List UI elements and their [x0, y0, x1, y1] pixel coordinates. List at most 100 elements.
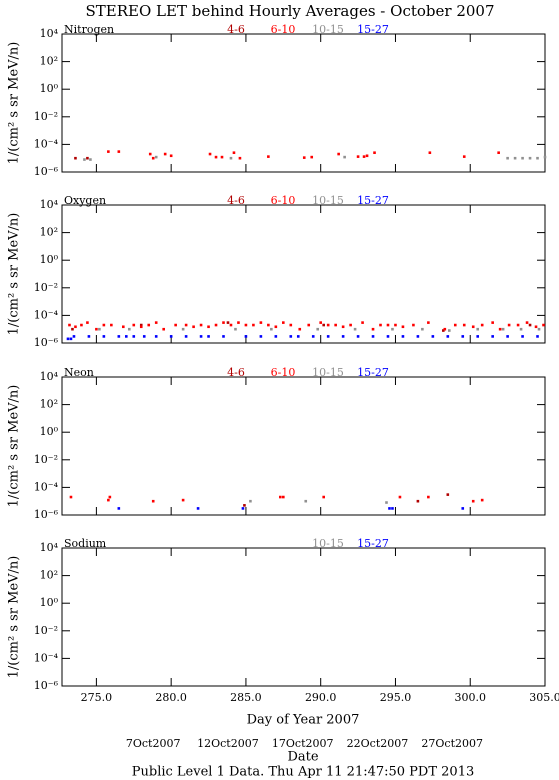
data-point	[86, 321, 89, 324]
data-point	[162, 327, 165, 331]
data-point	[371, 335, 375, 338]
data-point	[169, 335, 173, 338]
y-tick-label: 10⁻⁴	[34, 308, 59, 321]
data-point	[87, 335, 91, 338]
data-point	[401, 325, 405, 329]
data-point	[142, 335, 146, 338]
data-point	[80, 323, 83, 327]
data-point	[421, 327, 424, 331]
data-point	[498, 327, 502, 331]
data-point	[361, 321, 364, 324]
plot-frame	[61, 204, 546, 344]
data-point	[476, 335, 480, 338]
data-point	[401, 335, 405, 338]
data-point	[192, 325, 195, 329]
x-tick-label: 295.0	[380, 691, 412, 704]
data-point	[388, 507, 391, 510]
legend-entry: 4-6	[227, 366, 245, 379]
data-point	[386, 323, 390, 327]
data-point	[427, 495, 430, 499]
data-point	[316, 327, 320, 331]
y-axis-label: 1/(cm² s sr MeV/n)	[7, 385, 22, 508]
data-point	[147, 323, 151, 327]
y-tick-label: 10⁻⁴	[34, 651, 59, 664]
data-point	[208, 152, 212, 156]
y-axis-label: 1/(cm² s sr MeV/n)	[7, 213, 22, 336]
data-point	[319, 321, 322, 324]
date-tick-label: 27Oct2007	[421, 737, 483, 750]
y-tick-label: 10²	[40, 226, 58, 239]
data-point	[237, 321, 240, 324]
data-point	[226, 321, 230, 324]
data-point	[108, 495, 112, 499]
data-point	[244, 323, 248, 327]
data-point	[249, 499, 252, 503]
data-point	[243, 504, 246, 507]
data-point	[461, 335, 465, 338]
data-point	[536, 156, 539, 160]
legend-entry: 15-27	[357, 23, 389, 36]
data-point	[267, 155, 270, 158]
data-point	[506, 156, 509, 160]
data-point	[379, 323, 382, 327]
data-point	[102, 323, 106, 327]
panel-title: Nitrogen	[64, 23, 114, 36]
data-point	[307, 323, 311, 327]
data-point	[543, 155, 547, 159]
legend-entry: 10-15	[312, 537, 344, 550]
date-tick-label: 22Oct2007	[347, 737, 409, 750]
data-point	[525, 321, 529, 324]
data-point	[274, 325, 278, 329]
data-point	[311, 335, 315, 338]
data-point	[139, 325, 143, 329]
data-point	[83, 158, 86, 161]
data-point	[507, 323, 511, 327]
data-point	[270, 327, 273, 331]
y-tick-label: 10⁻²	[34, 281, 58, 294]
data-point	[89, 158, 92, 161]
data-point	[181, 327, 185, 331]
y-tick-label: 10⁴	[40, 27, 59, 40]
data-point	[122, 325, 125, 329]
data-point	[506, 335, 509, 338]
data-point	[241, 507, 245, 510]
data-point	[214, 155, 218, 159]
data-point	[154, 321, 158, 324]
data-point	[341, 325, 345, 329]
data-point	[244, 335, 248, 338]
data-point	[337, 152, 340, 156]
data-point	[349, 323, 352, 327]
y-tick-label: 10⁻⁴	[34, 480, 59, 493]
data-point	[371, 327, 375, 331]
data-point	[519, 327, 523, 331]
panel-title: Neon	[64, 366, 94, 379]
data-point	[322, 323, 325, 327]
data-point	[154, 155, 158, 159]
data-point	[214, 323, 218, 327]
data-point	[476, 327, 480, 331]
y-tick-label: 10²	[40, 55, 58, 68]
data-point	[471, 499, 475, 503]
y-tick-label: 10⁻⁶	[34, 508, 59, 521]
legend-entry: 4-6	[227, 194, 245, 207]
data-point	[259, 335, 263, 338]
data-point	[154, 335, 158, 338]
panel-title: Sodium	[64, 537, 107, 550]
data-point	[184, 323, 188, 327]
data-point	[385, 501, 388, 504]
y-tick-label: 10⁻²	[34, 110, 58, 123]
data-point	[289, 335, 293, 338]
data-point	[386, 335, 390, 338]
x-tick-label: 280.0	[155, 691, 187, 704]
date-tick-label: 7Oct2007	[126, 737, 181, 750]
data-point	[229, 323, 233, 327]
data-point	[302, 156, 306, 159]
data-point	[398, 495, 402, 499]
data-point	[207, 325, 210, 329]
data-point	[391, 327, 394, 331]
y-tick-label: 10⁻⁶	[34, 679, 59, 692]
legend-entry: 10-15	[312, 194, 344, 207]
data-point	[471, 325, 475, 329]
data-point	[267, 323, 270, 327]
data-point	[169, 154, 173, 158]
